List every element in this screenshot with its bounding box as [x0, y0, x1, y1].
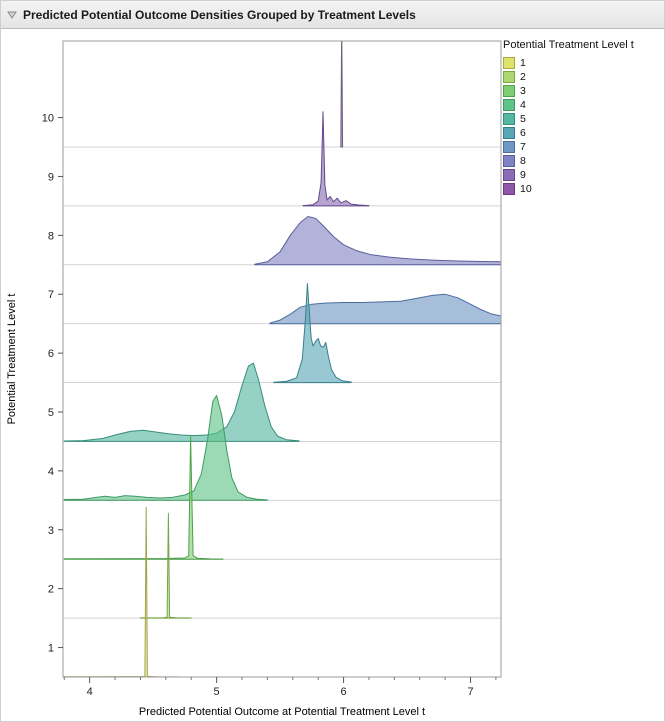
legend-label: 10 — [520, 183, 532, 195]
report-title: Predicted Potential Outcome Densities Gr… — [23, 7, 416, 22]
legend-item-4: 4 — [503, 99, 663, 111]
y-axis-title: Potential Treatment Level t — [6, 294, 18, 425]
legend-item-7: 7 — [503, 141, 663, 153]
report-header: Predicted Potential Outcome Densities Gr… — [1, 1, 664, 29]
legend-swatch-3[interactable] — [503, 85, 515, 97]
legend-swatch-1[interactable] — [503, 57, 515, 69]
legend-item-1: 1 — [503, 57, 663, 69]
y-tick-label: 4 — [48, 466, 54, 478]
legend-swatch-7[interactable] — [503, 141, 515, 153]
legend-swatch-8[interactable] — [503, 155, 515, 167]
density-curve-level-3[interactable] — [63, 436, 224, 560]
legend-item-3: 3 — [503, 85, 663, 97]
x-tick-label: 6 — [341, 686, 347, 698]
y-tick-label: 5 — [48, 407, 54, 419]
ridgeline-chart[interactable]: 4 5 6 7 1 2 3 4 5 6 7 8 9 10 Predicted Potential Outc… — [1, 29, 665, 722]
legend-label: 2 — [520, 71, 526, 83]
legend-item-9: 9 — [503, 169, 663, 181]
plot-layer: 4 5 6 7 1 2 3 4 5 6 7 8 9 10 — [42, 29, 502, 698]
y-tick-label: 6 — [48, 348, 54, 360]
legend-item-5: 5 — [503, 113, 663, 125]
x-axis-title: Predicted Potential Outcome at Potential… — [139, 706, 425, 718]
legend-swatch-9[interactable] — [503, 169, 515, 181]
y-tick-label: 3 — [48, 525, 54, 537]
triangle-down-glyph — [7, 11, 17, 19]
legend-label: 9 — [520, 169, 526, 181]
legend-swatch-5[interactable] — [503, 113, 515, 125]
y-tick-label: 7 — [48, 289, 54, 301]
density-curve-level-6[interactable] — [273, 283, 352, 384]
y-tick-label: 8 — [48, 230, 54, 242]
x-tick-label: 5 — [214, 686, 220, 698]
legend-swatch-10[interactable] — [503, 183, 515, 195]
legend-title: Potential Treatment Level t — [503, 39, 634, 51]
legend: Potential Treatment Level t 1 2 3 4 5 6 7 8 9 10 — [503, 39, 663, 197]
legend-label: 4 — [520, 99, 526, 111]
legend-label: 6 — [520, 127, 526, 139]
density-curve-level-4[interactable] — [63, 395, 268, 501]
legend-item-2: 2 — [503, 71, 663, 83]
legend-swatch-4[interactable] — [503, 99, 515, 111]
legend-item-6: 6 — [503, 127, 663, 139]
x-tick-label: 4 — [87, 686, 93, 698]
density-curve-level-7[interactable] — [269, 293, 501, 325]
x-tick-label: 7 — [467, 686, 473, 698]
legend-label: 7 — [520, 141, 526, 153]
density-curve-level-10[interactable] — [340, 29, 344, 148]
legend-label: 5 — [520, 113, 526, 125]
legend-item-8: 8 — [503, 155, 663, 167]
density-curve-level-8[interactable] — [254, 216, 501, 266]
legend-label: 8 — [520, 155, 526, 167]
y-tick-label: 10 — [42, 113, 54, 125]
density-ridges — [63, 29, 501, 677]
density-curve-level-9[interactable] — [302, 111, 370, 207]
legend-items: 1 2 3 4 5 6 7 8 9 10 — [503, 57, 663, 195]
disclosure-triangle-icon[interactable] — [6, 9, 18, 21]
y-tick-label: 9 — [48, 171, 54, 183]
legend-label: 3 — [520, 85, 526, 97]
legend-item-10: 10 — [503, 183, 663, 195]
plot-background[interactable] — [63, 41, 501, 677]
y-tick-label: 1 — [48, 643, 54, 655]
density-curve-level-2[interactable] — [139, 512, 192, 619]
plot-frame — [62, 40, 502, 678]
legend-swatch-2[interactable] — [503, 71, 515, 83]
legend-label: 1 — [520, 57, 526, 69]
plot-container: 4 5 6 7 1 2 3 4 5 6 7 8 9 10 Predicted Potential Outc… — [1, 29, 665, 722]
legend-swatch-6[interactable] — [503, 127, 515, 139]
y-tick-label: 2 — [48, 584, 54, 596]
